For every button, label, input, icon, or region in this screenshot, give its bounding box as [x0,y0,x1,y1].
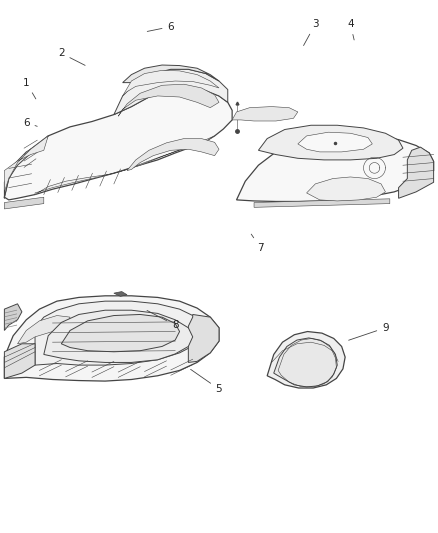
Polygon shape [4,136,48,198]
Polygon shape [274,338,337,387]
Text: 6: 6 [23,118,37,127]
Polygon shape [258,125,403,160]
Text: 7: 7 [251,234,264,253]
Text: 2: 2 [58,49,85,66]
Polygon shape [399,147,434,198]
Polygon shape [232,107,298,121]
Polygon shape [35,301,201,365]
Polygon shape [127,139,219,171]
Polygon shape [4,344,35,378]
Polygon shape [298,132,372,152]
Polygon shape [267,332,345,388]
Polygon shape [61,314,180,352]
Polygon shape [237,134,434,201]
Text: 3: 3 [304,19,319,45]
Polygon shape [4,88,232,200]
Text: 5: 5 [191,369,223,394]
Polygon shape [307,177,385,201]
Text: 8: 8 [147,310,179,330]
Polygon shape [123,65,219,83]
Polygon shape [123,70,219,96]
Text: 6: 6 [147,22,174,31]
Polygon shape [254,199,390,207]
Polygon shape [188,314,219,362]
Polygon shape [35,136,215,195]
Polygon shape [114,69,228,115]
Polygon shape [4,197,44,209]
Polygon shape [4,296,219,381]
Polygon shape [18,316,70,344]
Polygon shape [118,84,219,116]
Text: 9: 9 [349,323,389,340]
Polygon shape [4,136,48,198]
Polygon shape [4,304,22,330]
Text: 1: 1 [23,78,36,99]
Text: 4: 4 [347,19,354,40]
Polygon shape [114,292,127,296]
Polygon shape [44,310,193,362]
